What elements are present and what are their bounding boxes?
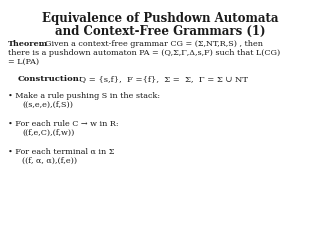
- Text: ((f,e,C),(f,w)): ((f,e,C),(f,w)): [22, 129, 74, 137]
- Text: • For each rule C → w in R:: • For each rule C → w in R:: [8, 120, 119, 128]
- Text: • Make a rule pushing S in the stack:: • Make a rule pushing S in the stack:: [8, 92, 160, 100]
- Text: = L(PA): = L(PA): [8, 58, 39, 66]
- Text: ((f, α, α),(f,e)): ((f, α, α),(f,e)): [22, 157, 77, 165]
- Text: there is a pushdown automaton PA = (Q,Σ,Γ,Δ,s,F) such that L(CG): there is a pushdown automaton PA = (Q,Σ,…: [8, 49, 280, 57]
- Text: Q = {s,f},  F ={f},  Σ =  Σ,  Γ = Σ ∪ NT: Q = {s,f}, F ={f}, Σ = Σ, Γ = Σ ∪ NT: [74, 75, 248, 83]
- Text: Construction:: Construction:: [18, 75, 83, 83]
- Text: and Context-Free Grammars (1): and Context-Free Grammars (1): [55, 25, 265, 38]
- Text: ((s,e,e),(f,S)): ((s,e,e),(f,S)): [22, 101, 73, 109]
- Text: . Given a context-free grammar CG = (Σ,NT,R,S) , then: . Given a context-free grammar CG = (Σ,N…: [40, 40, 263, 48]
- Text: • For each terminal α in Σ: • For each terminal α in Σ: [8, 148, 114, 156]
- Text: Equivalence of Pushdown Automata: Equivalence of Pushdown Automata: [42, 12, 278, 25]
- Text: Theorem: Theorem: [8, 40, 48, 48]
